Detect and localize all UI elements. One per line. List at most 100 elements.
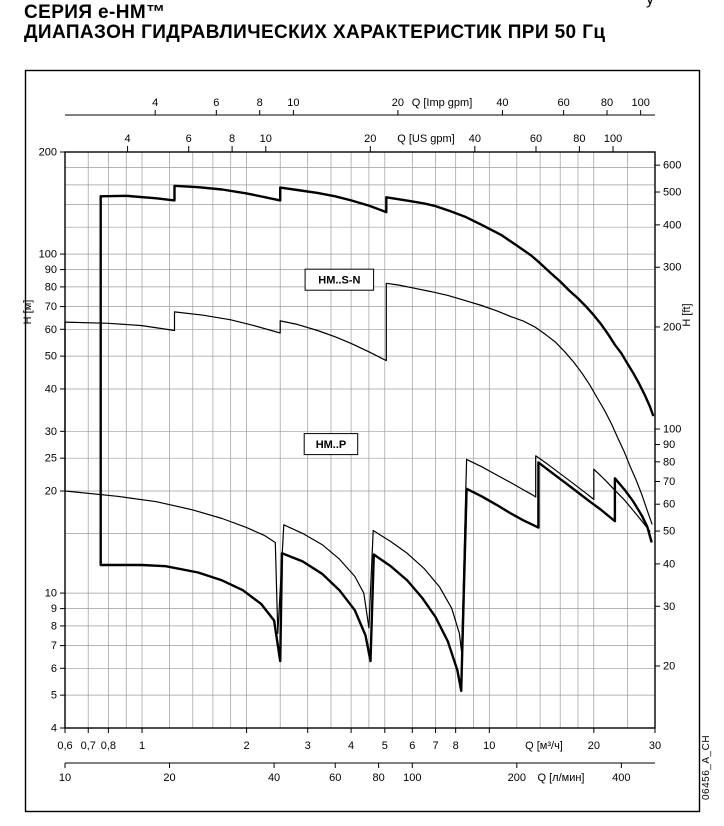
bottom-axis-tick-label: 80 [372,772,384,784]
bottom-axis-tick-label: 100 [403,772,421,784]
top-axis-tick-label: 60 [557,97,569,109]
top-axis-tick-label: 80 [601,97,613,109]
left-axis-tick-label: 10 [45,588,57,600]
right-axis-tick-label: 400 [663,219,681,231]
bottom-axis-tick-label: 7 [432,740,438,752]
top-axis-tick-label: 8 [257,97,263,109]
bottom-axis-tick-label: 20 [163,772,175,784]
bottom-axis-tick-label: 1 [139,740,145,752]
bottom-axis-tick-label: 10 [483,740,495,752]
bottom-axis-tick-label: 400 [612,772,630,784]
right-axis-tick-label: 50 [663,526,675,538]
right-axis-tick-label: 500 [663,187,681,199]
right-axis-tick-label: 80 [663,456,675,468]
left-axis-tick-label: 5 [51,690,57,702]
top-axis-tick-label: 8 [229,133,235,145]
bottom-axis-tick-label: 2 [244,740,250,752]
top-axis-title-us: Q [US gpm] [397,133,454,145]
curve-hm-p-lower-limit [64,321,651,653]
left-axis-tick-label: 6 [51,663,57,675]
bottom-axis-title-lmin: Q [л/мин] [538,772,585,784]
bottom-axis-tick-label: 40 [268,772,280,784]
left-axis: 200 100 90 80 70 60 50 40 30 25 20 10 9 8 7 6 5 4 H [м] [22,147,65,735]
top-axis-tick-label: 40 [469,133,481,145]
top-axis-tick-label: 10 [287,97,299,109]
bottom-axis-tick-label: 0,6 [57,740,72,752]
left-axis-tick-label: 20 [45,486,57,498]
right-axis-tick-label: 600 [663,160,681,172]
top-axis-tick-label: 6 [213,97,219,109]
bottom-axis-tick-label: 200 [508,772,526,784]
right-axis-tick-label: 30 [663,601,675,613]
left-axis-tick-label: 9 [51,603,57,615]
series-label-box [303,433,359,456]
bottom-axis-tick-label: 10 [59,772,71,784]
top-axis-tick-label: 20 [392,97,404,109]
bottom-axis-tick-label: 20 [588,740,600,752]
title-block: СЕРИЯ e-HM™ ДИАПАЗОН ГИДРАВЛИЧЕСКИХ ХАРА… [24,3,605,43]
left-axis-tick-label: 7 [51,640,57,652]
top-axis-tick-label: 80 [573,133,585,145]
top-axis-tick-label: 10 [260,133,272,145]
bottom-axis-tick-label: 30 [649,740,661,752]
left-axis-tick-label: 8 [51,620,57,632]
plot-border [64,151,656,729]
right-axis-tick-label: 40 [663,558,675,570]
drawing-code: 06456_A_CH [701,734,712,800]
left-axis-tick-label: 30 [45,426,57,438]
curve-hm-s-n-upper-limit [99,184,655,417]
top-axis-us-gpm: 4 6 8 10 20 40 60 80 100 Q [US gpm] [125,133,622,152]
left-axis-tick-label: 40 [45,383,57,395]
top-axis-tick-label: 100 [631,97,649,109]
left-axis-tick-label: 50 [45,351,57,363]
top-axis-tick-label: 40 [496,97,508,109]
right-axis-tick-label: 20 [663,660,675,672]
top-axis-tick-label: 6 [186,133,192,145]
series-label: HM..S-N [318,275,360,287]
right-axis-tick-label: 100 [663,423,681,435]
left-axis-tick-label: 4 [51,723,57,735]
bottom-axis-m3h: 0,6 0,7 0,8 1 2 3 4 5 6 7 8 10 20 30 Q [м³/ч] [57,728,661,752]
curve-hm-s-n-lower-limit [99,195,653,692]
series-label-box [304,268,375,291]
cropped-text-fragment: у [646,0,654,9]
chart-description-title: ДИАПАЗОН ГИДРАВЛИЧЕСКИХ ХАРАКТЕРИСТИК ПР… [24,22,606,43]
bottom-axis-tick-label: 0,8 [101,740,116,752]
outer-frame [24,69,701,813]
right-axis-tick-label: 200 [663,321,681,333]
top-axis-imp-gpm: 4 6 8 10 20 40 60 80 100 Q [Imp gpm] [65,97,655,116]
left-axis-title: H [м] [22,300,34,325]
top-axis-tick-label: 60 [530,133,542,145]
bottom-axis-tick-label: 3 [305,740,311,752]
right-axis: 600 500 400 300 200 100 90 80 70 60 50 40 30 20 H [ft] [655,160,693,672]
left-axis-tick-label: 60 [45,324,57,336]
right-axis-tick-label: 60 [663,499,675,511]
top-axis-title-imp: Q [Imp gpm] [412,97,473,109]
bottom-axis-tick-label: 8 [453,740,459,752]
top-axis-tick-label: 100 [604,133,622,145]
left-axis-tick-label: 90 [45,264,57,276]
top-axis-tick-label: 20 [364,133,376,145]
series-name-title: СЕРИЯ e-HM™ [24,2,166,23]
bottom-axis-tick-label: 6 [409,740,415,752]
bottom-axis-tick-label: 5 [382,740,388,752]
right-axis-tick-label: 70 [663,476,675,488]
left-axis-tick-label: 70 [45,301,57,313]
bottom-axis-lmin: 10 20 40 60 80 100 200 400 Q [л/мин] [59,762,655,784]
right-axis-tick-label: 300 [663,262,681,274]
left-axis-tick-label: 100 [39,249,57,261]
bottom-axis-tick-label: 60 [329,772,341,784]
bottom-axis-tick-label: 0,7 [81,740,96,752]
grid-lines [64,151,656,729]
left-axis-tick-label: 200 [39,147,57,159]
left-axis-tick-label: 25 [45,453,57,465]
bottom-axis-title-m3h: Q [м³/ч] [525,740,563,752]
right-axis-title: H [ft] [681,303,693,326]
series-label: HM..P [316,439,347,451]
left-axis-tick-label: 80 [45,281,57,293]
curve-hm-p-upper-limit [64,282,653,525]
top-axis-tick-label: 4 [125,133,131,145]
